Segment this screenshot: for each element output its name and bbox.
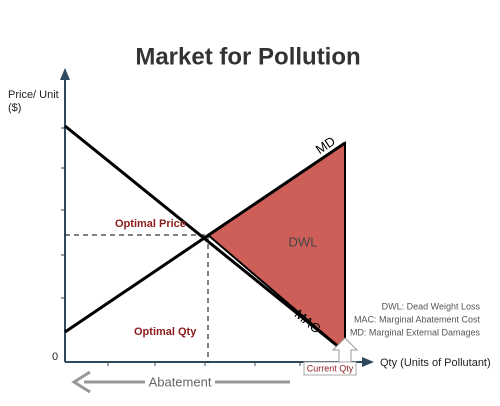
legend-entry: DWL: Dead Weight Loss [382, 301, 481, 311]
current-qty-box [303, 361, 357, 376]
optimal-qty-label: Optimal Qty [134, 326, 197, 338]
optimal-price-label: Optimal Price [115, 218, 186, 230]
abatement-label: Abatement [149, 374, 212, 389]
y-axis-label: ($) [8, 102, 21, 114]
x-axis-arrow [362, 357, 374, 367]
y-axis-arrow [60, 68, 70, 80]
legend-entry: MD: Marginal External Damages [350, 327, 481, 337]
dwl-label: DWL [289, 234, 318, 249]
axis-ticks [61, 127, 301, 366]
origin-label: 0 [52, 351, 58, 363]
abatement-arrow-head [71, 370, 91, 394]
legend-entry: MAC: Marginal Abatement Cost [354, 314, 481, 324]
x-axis-label: Qty (Units of Pollutant) [380, 357, 491, 369]
title: Market for Pollution [135, 43, 360, 70]
current-qty-label: Current Qty [307, 363, 354, 373]
md-curve [64, 141, 346, 334]
y-axis-label: Price/ Unit [8, 89, 59, 101]
